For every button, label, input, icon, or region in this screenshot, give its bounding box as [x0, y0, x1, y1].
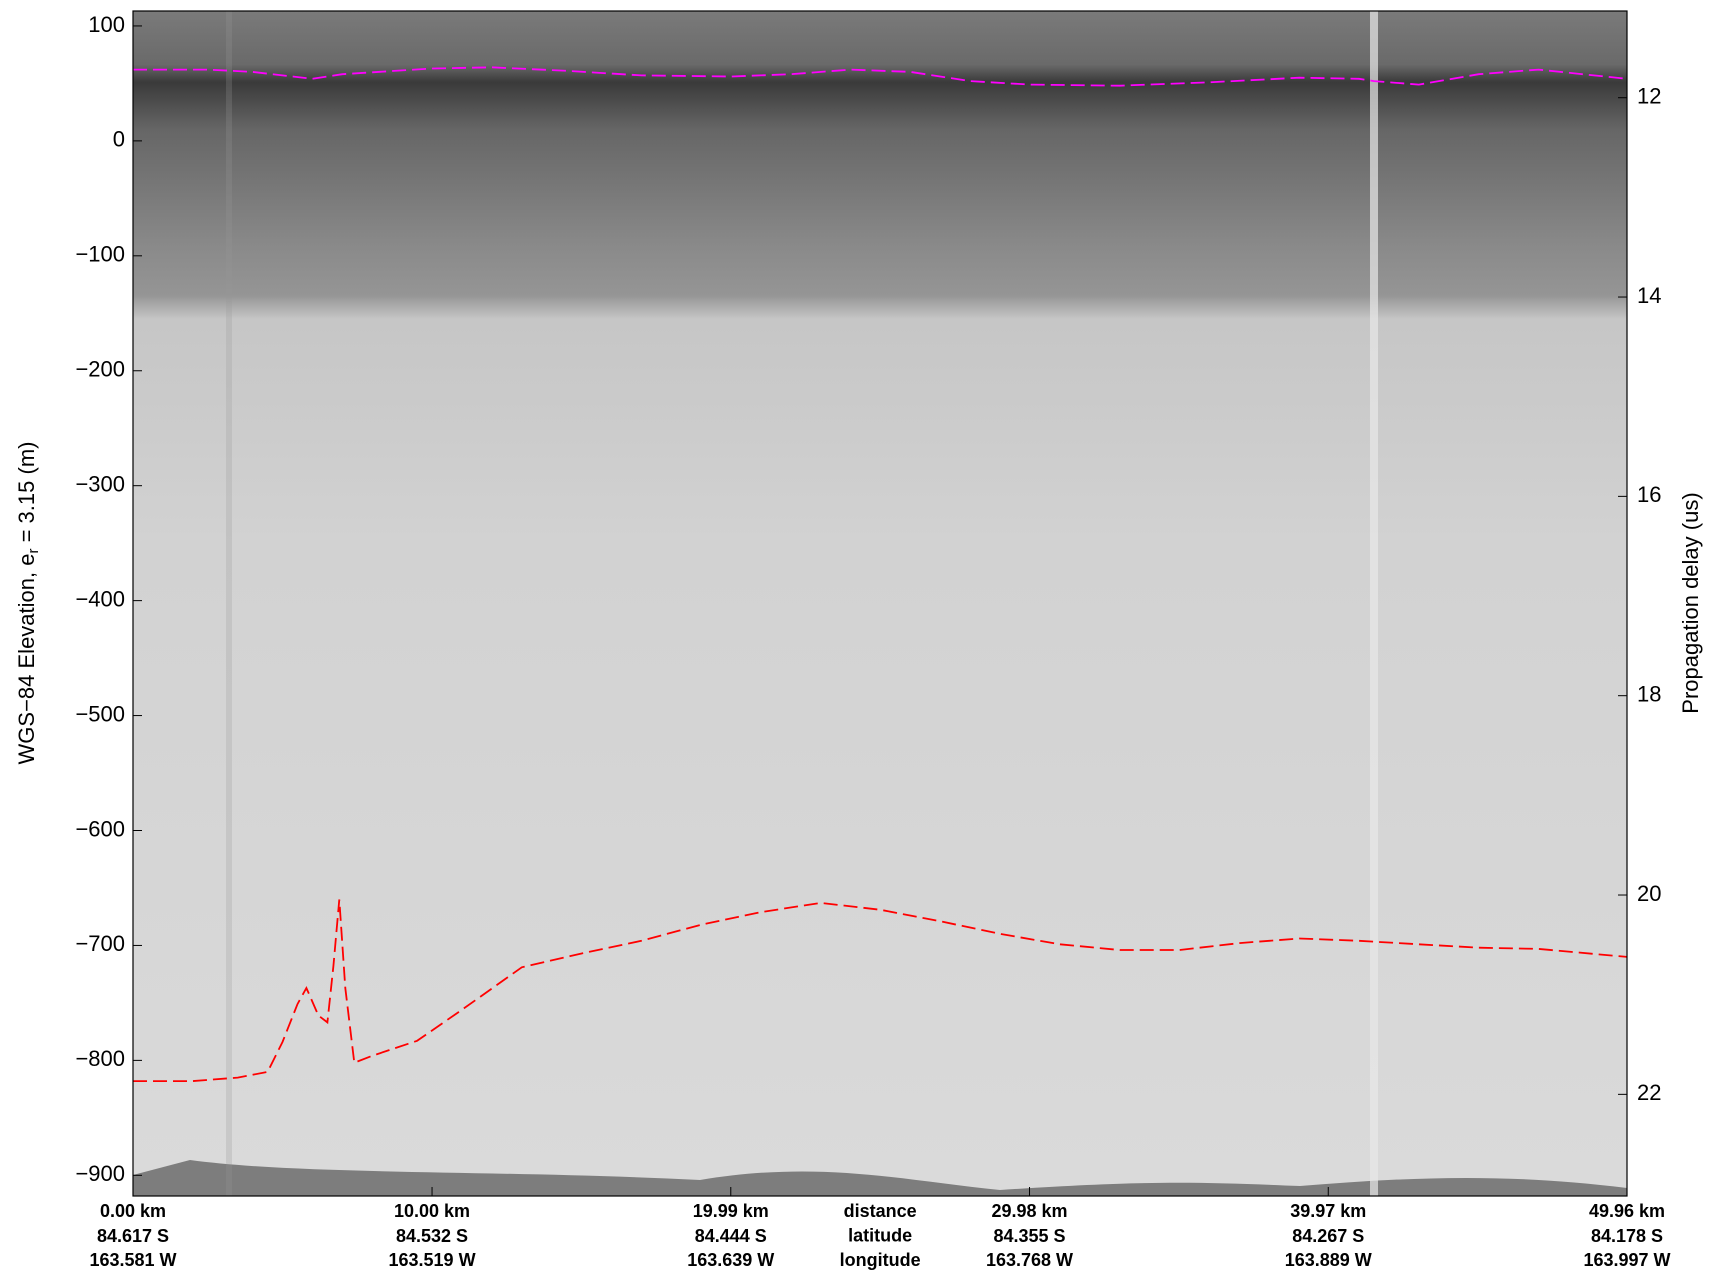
y2-tick-label: 12	[1637, 84, 1661, 109]
x-row-label: latitude	[848, 1225, 912, 1245]
x-tick-label: 0.00 km	[100, 1201, 166, 1221]
y-tick-label: −600	[75, 816, 125, 841]
x-tick-longitude: 163.768 W	[986, 1250, 1073, 1270]
y-tick-label: −100	[75, 242, 125, 267]
y-tick-label: −400	[75, 586, 125, 611]
y2-tick-label: 18	[1637, 682, 1661, 707]
y-tick-label: −200	[75, 357, 125, 382]
y-tick-label: −300	[75, 472, 125, 497]
y-tick-label: −900	[75, 1161, 125, 1186]
x-row-label: distance	[844, 1201, 917, 1221]
y2-axis-label: Propagation delay (us)	[1678, 492, 1703, 713]
multiple-band	[133, 1160, 1627, 1196]
y-tick-label: −700	[75, 931, 125, 956]
x-tick-longitude: 163.639 W	[687, 1250, 774, 1270]
x-tick-latitude: 84.617 S	[97, 1226, 169, 1246]
y-label-subscript: r	[25, 549, 42, 554]
y-tick-label: −500	[75, 701, 125, 726]
noise-stripe	[226, 11, 232, 1196]
y2-tick-label: 20	[1637, 881, 1661, 906]
x-tick-longitude: 163.997 W	[1583, 1250, 1670, 1270]
x-tick-longitude: 163.889 W	[1285, 1250, 1372, 1270]
y-label-text: WGS−84 Elevation, e	[14, 554, 39, 765]
y2-tick-label: 16	[1637, 482, 1661, 507]
x-tick-label: 49.96 km	[1589, 1201, 1665, 1221]
x-tick-label: 19.99 km	[693, 1201, 769, 1221]
noise-stripe	[1370, 11, 1378, 1196]
y-tick-label: 0	[113, 127, 125, 152]
x-tick-longitude: 163.581 W	[89, 1250, 176, 1270]
x-tick-longitude: 163.519 W	[389, 1250, 476, 1270]
plot-frame	[132, 10, 1628, 1197]
x-tick-latitude: 84.444 S	[695, 1226, 767, 1246]
radargram	[133, 11, 1627, 1196]
x-row-label: longitude	[840, 1250, 921, 1270]
series-line	[133, 899, 1628, 1082]
x-tick-latitude: 84.532 S	[396, 1226, 468, 1246]
y2-tick-label: 14	[1637, 283, 1661, 308]
plot	[133, 66, 1628, 1082]
series-line	[133, 66, 1628, 87]
radargram-background	[133, 11, 1627, 1196]
y-axis-label: WGS−84 Elevation, er = 3.15 (m)	[14, 442, 42, 765]
y-label-text: = 3.15 (m)	[14, 442, 39, 549]
x-tick-label: 39.97 km	[1290, 1201, 1366, 1221]
y2-tick-label: 22	[1637, 1080, 1661, 1105]
x-tick-latitude: 84.267 S	[1292, 1226, 1364, 1246]
y-tick-label: −800	[75, 1046, 125, 1071]
x-tick-label: 29.98 km	[991, 1201, 1067, 1221]
y-tick-label: 100	[88, 12, 125, 37]
x-tick-label: 10.00 km	[394, 1201, 470, 1221]
x-tick-latitude: 84.355 S	[993, 1226, 1065, 1246]
x-tick-latitude: 84.178 S	[1591, 1226, 1663, 1246]
